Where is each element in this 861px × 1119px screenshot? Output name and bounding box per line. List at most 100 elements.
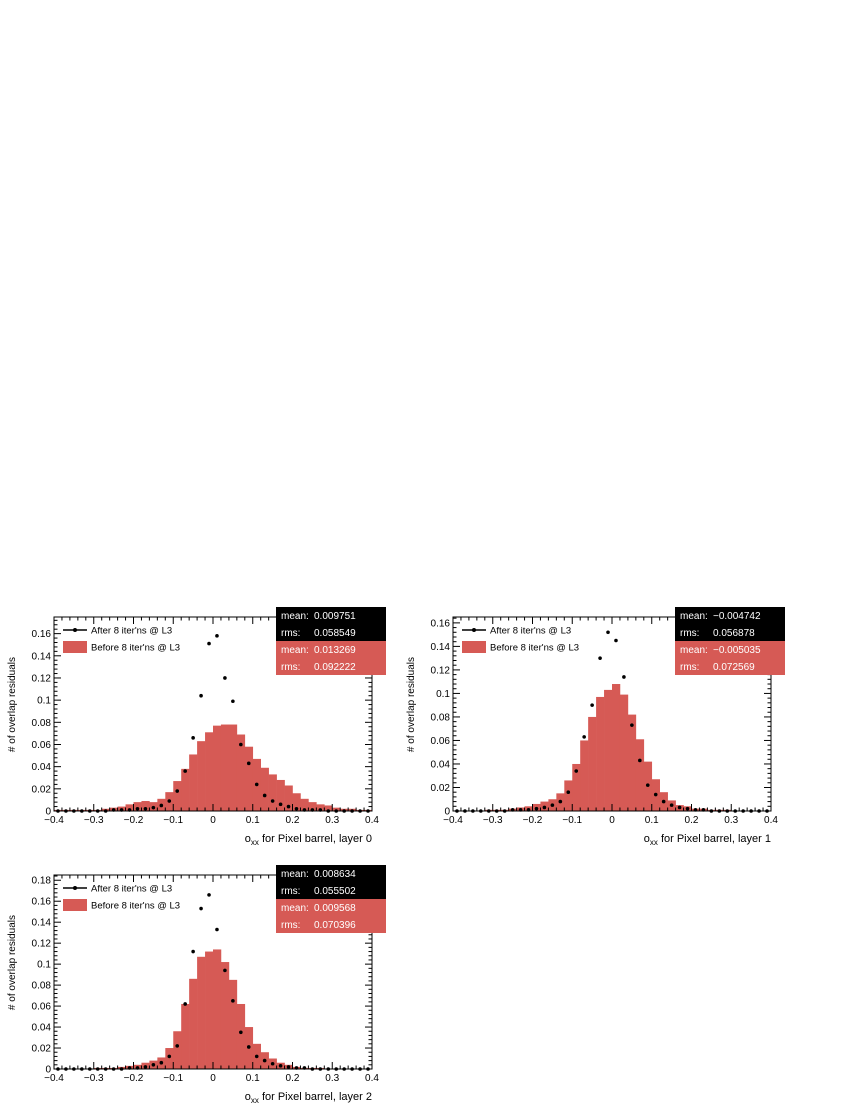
legend-after-label: After 8 iter'ns @ L3 — [91, 884, 172, 895]
y-tick-label: 0.02 — [32, 1044, 52, 1055]
after-point — [143, 1065, 148, 1069]
chart-panel-0: −0.4 −0.3 −0.2 −0.1 0 0.1 0.2 0.3 0.4 0 0.02 0.04 0.… — [7, 607, 386, 847]
before-bar — [612, 684, 621, 811]
y-tick-label: 0.16 — [431, 618, 451, 629]
after-point — [286, 1065, 291, 1069]
y-axis-label: # of overlap residuals — [406, 657, 417, 752]
stats-after-rms-label: rms: — [281, 886, 300, 897]
x-axis-label-main: o — [245, 1091, 251, 1103]
after-point — [183, 1002, 187, 1006]
before-bar — [619, 694, 629, 811]
y-tick-label: 0 — [45, 1065, 51, 1076]
after-point — [286, 804, 291, 809]
after-point — [151, 1063, 156, 1067]
legend-before-label: Before 8 iter'ns @ L3 — [490, 643, 579, 654]
x-axis-label: oxx for Pixel barrel, layer 1 — [644, 833, 771, 847]
y-tick-label: 0.14 — [431, 642, 451, 653]
x-tick-label: 0.2 — [286, 1073, 300, 1084]
legend-before-swatch — [63, 899, 87, 911]
after-point — [278, 802, 283, 807]
stats-before-rms-label: rms: — [281, 662, 300, 673]
after-point — [183, 769, 187, 773]
before-bar — [284, 785, 293, 811]
legend-before-label: Before 8 iter'ns @ L3 — [91, 901, 180, 912]
stats-before-mean-value: 0.009568 — [314, 903, 356, 914]
before-bar — [276, 779, 285, 811]
x-axis-label: oxx for Pixel barrel, layer 0 — [245, 833, 372, 847]
after-point — [270, 799, 275, 803]
before-bar — [189, 978, 198, 1069]
stats-after-rms-label: rms: — [281, 628, 300, 639]
x-axis-label-main: o — [644, 833, 650, 845]
x-tick-label: 0.1 — [246, 815, 260, 826]
x-tick-label: 0.2 — [685, 815, 699, 826]
after-point — [558, 799, 563, 804]
before-bar — [125, 804, 134, 811]
before-bar — [220, 962, 230, 1069]
stats-after-box — [276, 865, 386, 899]
after-point — [191, 736, 195, 740]
before-bar — [133, 802, 142, 811]
before-bar — [292, 793, 301, 811]
x-axis-label-rest: for Pixel barrel, layer 2 — [259, 1091, 372, 1103]
x-tick-label: −0.1 — [163, 1073, 183, 1084]
after-point — [270, 1061, 275, 1066]
before-bar — [197, 956, 206, 1069]
before-bar — [268, 774, 277, 811]
after-point — [223, 676, 227, 680]
after-point — [645, 783, 650, 787]
after-point — [143, 806, 148, 811]
stats-after-mean-label: mean: — [281, 869, 309, 880]
after-point — [262, 1058, 267, 1063]
before-bar — [324, 805, 333, 811]
y-tick-label: 0.12 — [431, 665, 451, 676]
stats-before-mean-label: mean: — [281, 903, 309, 914]
before-bar — [205, 732, 214, 811]
stats-after-mean-label: mean: — [281, 611, 309, 622]
before-bar — [205, 951, 214, 1069]
y-tick-label: 0.1 — [37, 960, 51, 971]
before-bar — [627, 714, 637, 811]
after-point — [534, 806, 539, 811]
x-axis-label-sub: xx — [650, 838, 658, 847]
y-tick-label: 0.06 — [431, 736, 451, 747]
x-tick-label: 0.4 — [365, 1073, 379, 1084]
after-point — [254, 782, 259, 787]
stats-before-rms-label: rms: — [680, 662, 699, 673]
after-point — [677, 805, 682, 810]
stats-before-mean-label: mean: — [281, 645, 309, 656]
stats-after-mean-value: −0.004742 — [713, 611, 761, 622]
y-tick-label: 0.04 — [32, 762, 52, 773]
after-point — [598, 656, 602, 660]
x-axis-label: oxx for Pixel barrel, layer 2 — [245, 1091, 372, 1105]
after-point — [215, 634, 219, 638]
y-tick-label: 0.04 — [431, 759, 451, 770]
stats-after-mean-label: mean: — [680, 611, 708, 622]
before-bar — [165, 1048, 174, 1069]
y-tick-label: 0.14 — [32, 651, 52, 662]
after-point — [159, 803, 164, 808]
after-point — [199, 693, 203, 698]
x-axis-label-sub: xx — [251, 838, 259, 847]
after-point — [239, 742, 243, 747]
y-tick-label: 0.16 — [32, 897, 52, 908]
x-axis-label-rest: for Pixel barrel, layer 1 — [658, 833, 771, 845]
before-bar — [596, 696, 605, 811]
after-point — [638, 758, 642, 763]
before-bar — [181, 1003, 190, 1069]
after-point — [175, 789, 180, 793]
before-bar — [228, 724, 238, 811]
x-tick-label: 0.3 — [325, 815, 339, 826]
before-bar — [173, 781, 182, 811]
after-point — [262, 793, 267, 798]
stats-before-rms-value: 0.092222 — [314, 662, 356, 673]
legend-after-marker — [73, 628, 77, 632]
before-bar — [236, 1003, 246, 1069]
y-tick-label: 0.06 — [32, 1002, 52, 1013]
before-bar — [236, 734, 246, 811]
after-point — [246, 1045, 251, 1049]
y-tick-label: 0.1 — [436, 689, 450, 700]
x-tick-label: 0.3 — [724, 815, 738, 826]
after-point — [254, 1054, 259, 1059]
